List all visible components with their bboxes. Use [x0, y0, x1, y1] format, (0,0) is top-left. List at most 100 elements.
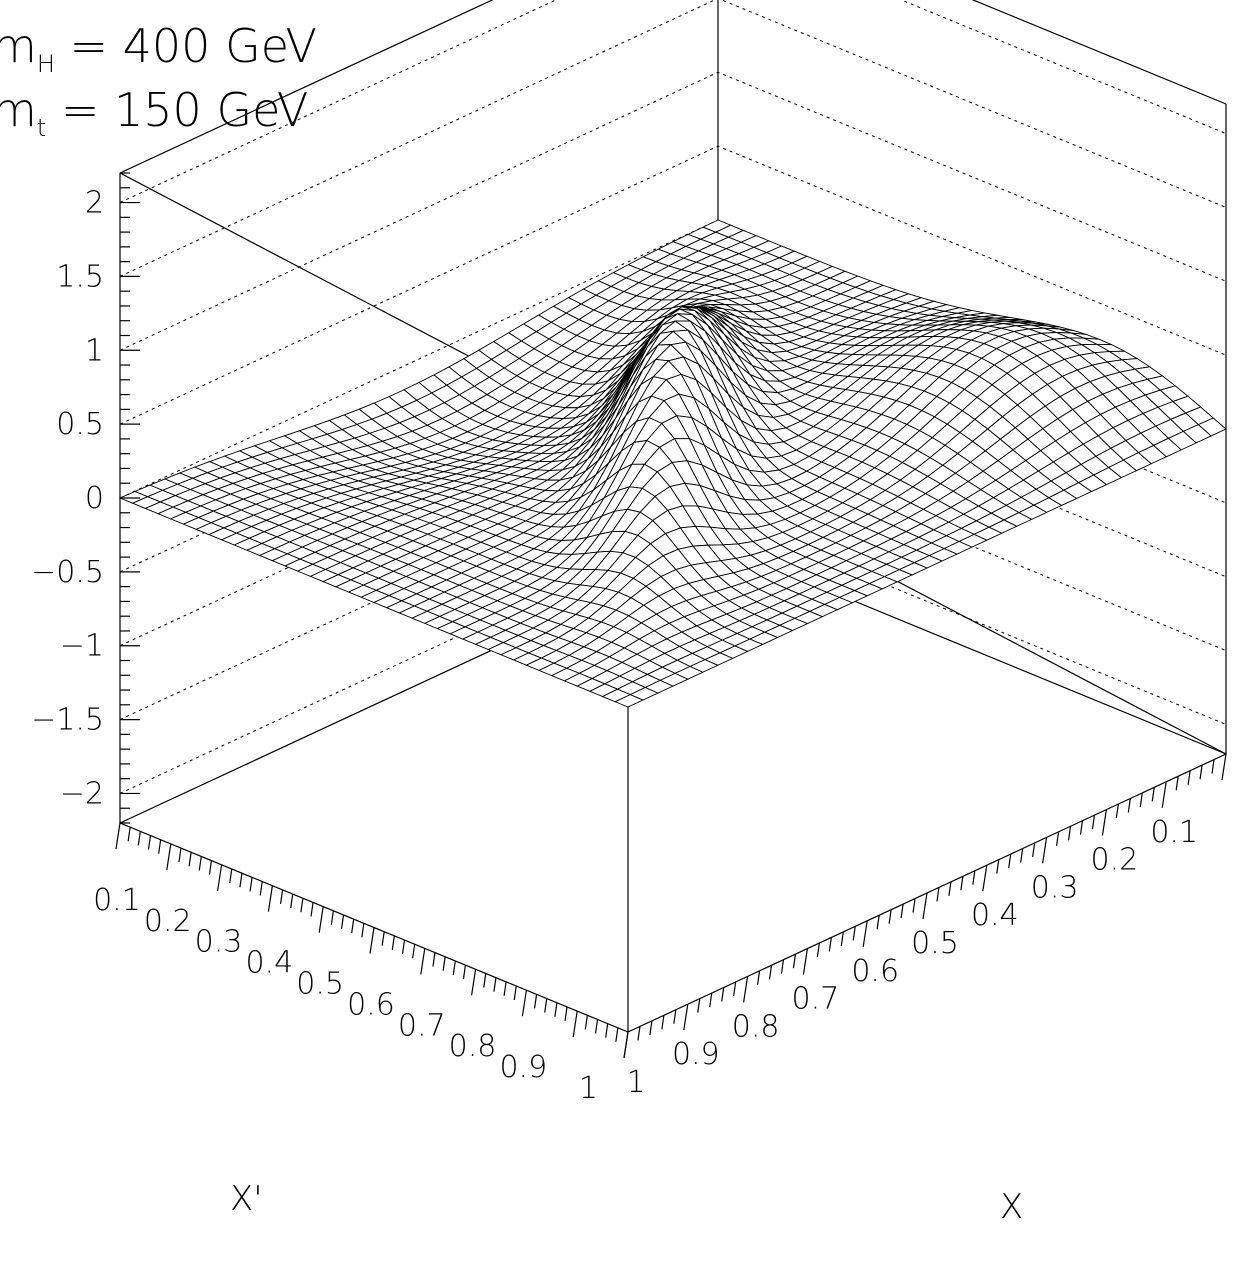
y-tick [402, 940, 404, 954]
x-tick [1009, 854, 1011, 868]
x-tick [1069, 826, 1071, 840]
x-tick [781, 960, 783, 974]
y-tick [382, 932, 384, 946]
y-tick [189, 852, 191, 866]
x-tick [698, 999, 700, 1013]
y-tick [573, 1011, 577, 1037]
x-tick [684, 1004, 688, 1030]
y-tick-label: 0.3 [195, 925, 243, 960]
y-tick [545, 999, 547, 1013]
x-tick [650, 1021, 652, 1035]
y-tick [443, 957, 445, 971]
x-tick [1188, 771, 1190, 785]
x-tick [710, 993, 712, 1007]
y-tick-label: 0.6 [347, 987, 395, 1022]
y-tick [514, 986, 516, 1000]
y-tick [606, 1024, 608, 1038]
y-tick-label: 0.2 [144, 904, 192, 939]
y-tick [585, 1015, 587, 1029]
x-tick [913, 899, 915, 913]
x-tick [624, 1032, 628, 1058]
x-tick [1128, 798, 1130, 812]
x-tick [1200, 765, 1202, 779]
x-tick [863, 921, 867, 947]
x-tick [758, 971, 760, 985]
y-tick [128, 827, 130, 841]
x-tick [961, 876, 963, 890]
y-tick [413, 944, 415, 958]
x-tick [1080, 821, 1082, 835]
x-tick-label: 1 [626, 1065, 645, 1100]
x-tick [1092, 815, 1094, 829]
x-tick [638, 1026, 640, 1040]
y-tick [260, 882, 262, 896]
x-tick [1140, 793, 1142, 807]
y-tick [453, 961, 455, 975]
y-tick-label: 1 [579, 1071, 598, 1106]
y-tick [352, 919, 354, 933]
x-tick [1176, 776, 1178, 790]
x-tick [817, 943, 819, 957]
x-tick [1222, 754, 1226, 780]
x-tick [1162, 782, 1166, 808]
x-tick [744, 976, 748, 1002]
y-tick [596, 1019, 598, 1033]
y-tick [240, 873, 242, 887]
y-tick [616, 1028, 618, 1042]
x-tick [829, 937, 831, 951]
y-tick-label: 0.9 [499, 1050, 547, 1085]
x-tick [901, 904, 903, 918]
x-tick [973, 871, 975, 885]
x-tick [1033, 843, 1035, 857]
annotation-mt: mt = 150 GeV [0, 83, 308, 142]
x-tick [803, 949, 807, 975]
x-tick [734, 982, 736, 996]
y-tick [199, 856, 201, 870]
y-tick [116, 823, 120, 849]
z-tick-label: −2 [60, 776, 104, 811]
x-tick [674, 1010, 676, 1024]
y-tick [167, 844, 171, 870]
y-tick [565, 1007, 567, 1021]
y-tick [138, 831, 140, 845]
x-tick-label: 0.4 [971, 898, 1019, 933]
x-tick [841, 932, 843, 946]
y-axis-title: X' [230, 1179, 263, 1219]
surface-mesh [120, 220, 1226, 707]
x-tick-label: 0.5 [911, 926, 959, 961]
z-tick-label: 0.5 [56, 407, 104, 442]
x-axis-title: X [1000, 1187, 1023, 1227]
y-tick [472, 969, 476, 995]
y-tick [463, 965, 465, 979]
box-edge [718, 0, 1226, 104]
x-tick [889, 910, 891, 924]
z-tick-label: −0.5 [31, 555, 104, 590]
z-tick-label: 1 [85, 333, 104, 368]
y-tick-label: 0.4 [245, 946, 293, 981]
y-tick [331, 911, 333, 925]
y-tick [301, 898, 303, 912]
y-tick-label: 0.1 [93, 883, 141, 918]
y-tick [268, 886, 272, 912]
y-tick [179, 848, 181, 862]
x-tick [793, 954, 795, 968]
y-tick-label: 0.7 [398, 1008, 446, 1043]
y-tick [504, 982, 506, 996]
x-tick-label: 0.3 [1031, 870, 1079, 905]
y-tick [535, 994, 537, 1008]
x-tick [1212, 760, 1214, 774]
y-tick [421, 948, 425, 974]
y-tick [433, 953, 435, 967]
y-tick [319, 907, 323, 933]
x-tick [770, 965, 772, 979]
y-tick [522, 990, 526, 1016]
z-tick-label: 1.5 [56, 259, 104, 294]
y-tick [291, 894, 293, 908]
y-tick-label: 0.8 [449, 1029, 497, 1064]
y-tick [159, 840, 161, 854]
x-tick-label: 0.9 [672, 1037, 720, 1072]
x-tick [1043, 837, 1047, 863]
x-tick-label: 0.7 [792, 982, 840, 1017]
x-tick [997, 860, 999, 874]
annotation-mh: mH = 400 GeV [0, 19, 317, 78]
